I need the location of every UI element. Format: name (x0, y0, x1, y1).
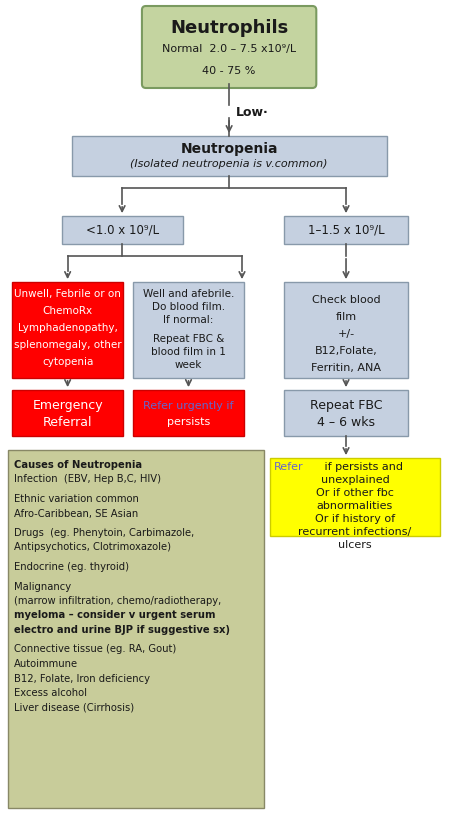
Text: Malignancy: Malignancy (14, 582, 71, 592)
FancyBboxPatch shape (142, 6, 316, 88)
Text: 40 - 75 %: 40 - 75 % (202, 66, 255, 76)
Text: Drugs  (eg. Phenytoin, Carbimazole,: Drugs (eg. Phenytoin, Carbimazole, (14, 528, 194, 538)
FancyBboxPatch shape (133, 282, 243, 378)
Text: Low·: Low· (236, 105, 268, 119)
Text: Refer urgently if: Refer urgently if (143, 401, 233, 411)
Text: Emergency: Emergency (32, 400, 103, 412)
Text: Endocrine (eg. thyroid): Endocrine (eg. thyroid) (14, 562, 129, 572)
Text: Normal  2.0 – 7.5 x10⁹/L: Normal 2.0 – 7.5 x10⁹/L (162, 44, 296, 54)
Text: blood film in 1: blood film in 1 (151, 347, 225, 357)
Text: Do blood film.: Do blood film. (152, 302, 225, 312)
Text: 4 – 6 wks: 4 – 6 wks (316, 415, 374, 429)
Text: Afro-Caribbean, SE Asian: Afro-Caribbean, SE Asian (14, 508, 138, 518)
FancyBboxPatch shape (61, 216, 182, 244)
Text: Refer: Refer (273, 462, 303, 472)
Text: Antipsychotics, Clotrimoxazole): Antipsychotics, Clotrimoxazole) (14, 543, 171, 553)
Text: electro and urine BJP if suggestive sx): electro and urine BJP if suggestive sx) (14, 625, 230, 635)
FancyBboxPatch shape (12, 282, 123, 378)
Text: B12, Folate, Iron deficiency: B12, Folate, Iron deficiency (14, 674, 150, 684)
Text: film: film (335, 312, 356, 322)
FancyBboxPatch shape (133, 390, 243, 436)
Text: Liver disease (Cirrhosis): Liver disease (Cirrhosis) (14, 702, 134, 712)
FancyBboxPatch shape (283, 390, 408, 436)
Text: Excess alcohol: Excess alcohol (14, 688, 87, 698)
Text: Neutrophils: Neutrophils (170, 19, 288, 37)
Text: Referral: Referral (43, 415, 92, 429)
Text: Autoimmune: Autoimmune (14, 659, 78, 669)
Text: splenomegaly, other: splenomegaly, other (14, 340, 121, 350)
Text: If normal:: If normal: (163, 315, 213, 325)
Text: Well and afebrile.: Well and afebrile. (142, 289, 234, 299)
Text: abnormalities: abnormalities (316, 501, 392, 511)
Text: (marrow infiltration, chemo/radiotherapy,: (marrow infiltration, chemo/radiotherapy… (14, 596, 221, 606)
FancyBboxPatch shape (8, 450, 263, 808)
Text: (Isolated neutropenia is v.common): (Isolated neutropenia is v.common) (130, 159, 327, 169)
FancyBboxPatch shape (71, 136, 386, 176)
Text: if persists and: if persists and (321, 462, 402, 472)
Text: Lymphadenopathy,: Lymphadenopathy, (18, 323, 117, 333)
Text: Connective tissue (eg. RA, Gout): Connective tissue (eg. RA, Gout) (14, 645, 176, 655)
Text: recurrent infections/: recurrent infections/ (298, 527, 411, 537)
FancyBboxPatch shape (269, 458, 439, 536)
FancyBboxPatch shape (12, 390, 123, 436)
Text: unexplained: unexplained (320, 475, 389, 485)
Text: Or if other fbc: Or if other fbc (315, 488, 393, 498)
Text: ulcers: ulcers (338, 540, 371, 550)
Text: Neutropenia: Neutropenia (180, 142, 277, 156)
Text: Causes of Neutropenia: Causes of Neutropenia (14, 460, 142, 470)
Text: myeloma – consider v urgent serum: myeloma – consider v urgent serum (14, 610, 215, 620)
Text: Or if history of: Or if history of (314, 514, 394, 524)
Text: 1–1.5 x 10⁹/L: 1–1.5 x 10⁹/L (307, 223, 384, 237)
Text: cytopenia: cytopenia (42, 357, 93, 367)
Text: week: week (174, 360, 202, 370)
Text: <1.0 x 10⁹/L: <1.0 x 10⁹/L (86, 223, 158, 237)
Text: Ethnic variation common: Ethnic variation common (14, 494, 139, 504)
Text: ChemoRx: ChemoRx (42, 306, 92, 316)
Text: Check blood: Check blood (311, 295, 379, 305)
Text: Unwell, Febrile or on: Unwell, Febrile or on (14, 289, 121, 299)
Text: B12,Folate,: B12,Folate, (314, 346, 377, 356)
Text: persists: persists (167, 417, 210, 427)
Text: Repeat FBC: Repeat FBC (309, 400, 381, 412)
FancyBboxPatch shape (283, 282, 408, 378)
Text: +/-: +/- (337, 329, 354, 339)
FancyBboxPatch shape (283, 216, 408, 244)
Text: Ferritin, ANA: Ferritin, ANA (310, 363, 380, 373)
Text: Infection  (EBV, Hep B,C, HIV): Infection (EBV, Hep B,C, HIV) (14, 475, 161, 485)
Text: Repeat FBC &: Repeat FBC & (152, 334, 224, 344)
